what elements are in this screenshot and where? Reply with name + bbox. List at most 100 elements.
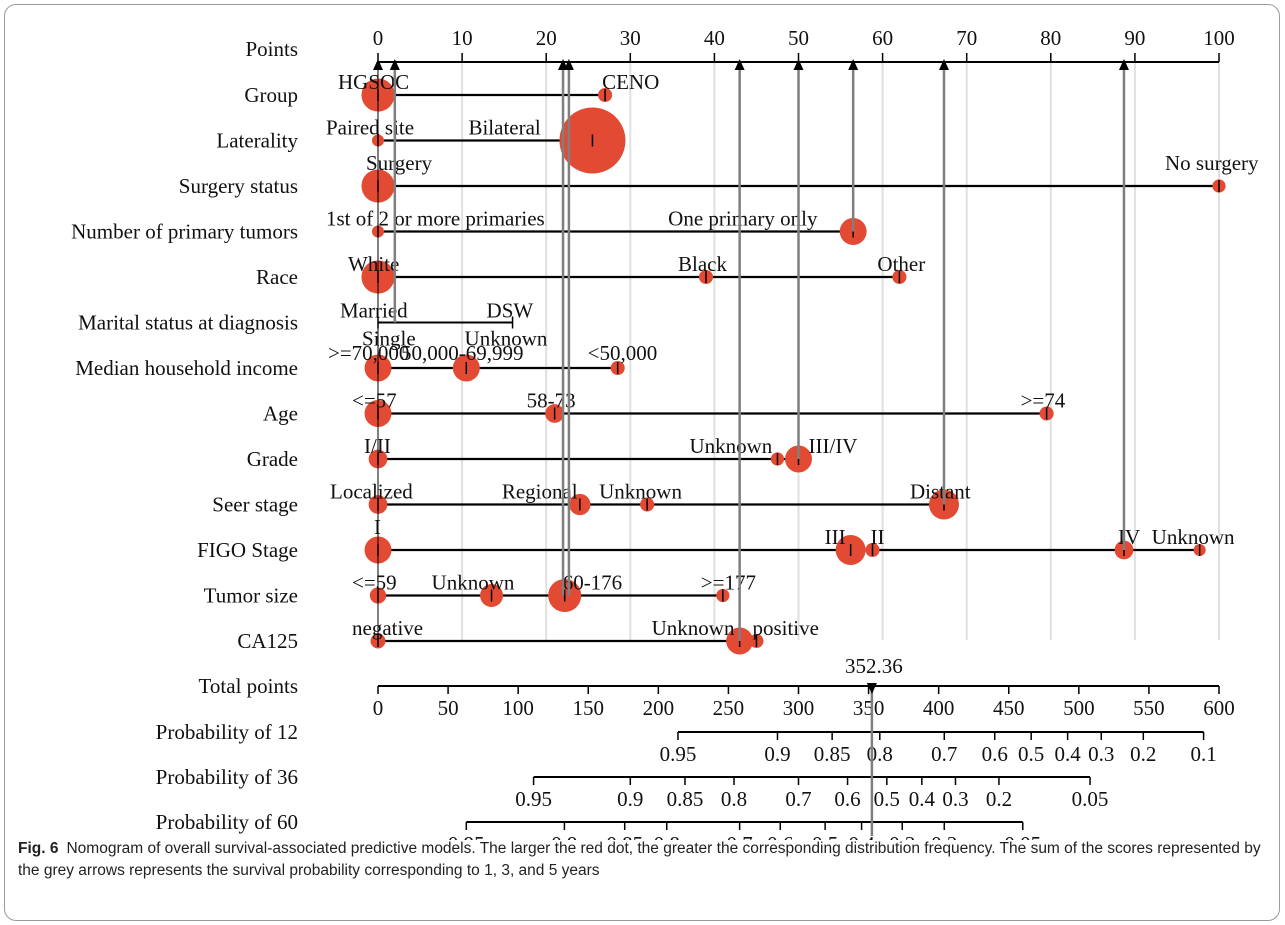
prob-tick-label: 0.5: [812, 832, 838, 840]
total-tick-label: 450: [993, 696, 1025, 720]
points-tick-label: 30: [620, 26, 641, 50]
prob-tick-label: 0.85: [814, 742, 851, 766]
prob-tick-label: 0.95: [660, 742, 697, 766]
nomogram-chart: Points 0 10 20 30 40 50 60 70 80 90 100 Group Lateral…: [71, 26, 1259, 840]
level-label-grade-unknown: Unknown: [689, 434, 772, 458]
total-tick-label: 0: [373, 696, 384, 720]
level-label-group-ceno: CENO: [602, 70, 659, 94]
prob-tick-label: 0.9: [764, 742, 790, 766]
level-label: DSW: [487, 299, 534, 323]
prob-tick-label: 0.8: [721, 787, 747, 811]
prob-tick-label: 0.6: [767, 832, 793, 840]
total-tick-label: 50: [438, 696, 459, 720]
row-label-grade: Grade: [247, 447, 298, 471]
level-label-ca125-negative: negative: [352, 616, 423, 640]
total-tick-label: 200: [643, 696, 675, 720]
total-tick-label: 250: [713, 696, 745, 720]
prob-tick-label: 0.5: [1018, 742, 1044, 766]
level-label-ca125-unknown: Unknown: [652, 616, 735, 640]
level-label-grade-i-ii: I/II: [364, 434, 391, 458]
prob-tick-label: 0.95: [448, 832, 485, 840]
level-label-age-58-73: 58-73: [527, 389, 576, 413]
score-arrowhead: [563, 59, 574, 70]
level-label-race-other: Other: [877, 252, 925, 276]
prob-tick-label: 0.05: [1004, 832, 1041, 840]
level-label-grade-iii-iv: III/IV: [809, 434, 858, 458]
prob-tick-label: 0.1: [1190, 742, 1216, 766]
score-arrowhead: [793, 59, 804, 70]
axis-label-total-points: Total points: [199, 674, 298, 698]
level-label-tumor-size-60-176: 60-176: [563, 571, 623, 595]
row-label-ca125: CA125: [237, 629, 298, 653]
level-label-age-74: >=74: [1021, 389, 1066, 413]
level-label-number-of-primary-tumors-one-primary-only: One primary only: [668, 207, 818, 231]
row-label-number-of-primary-tumors: Number of primary tumors: [71, 220, 298, 244]
total-arrowhead: [866, 683, 877, 694]
prob-tick-label: 0.8: [867, 742, 893, 766]
prob-tick-label: 0.4: [909, 787, 936, 811]
prob-tick-label: 0.6: [834, 787, 860, 811]
level-label-figo-stage-ii: II: [871, 525, 885, 549]
level-label-tumor-size-unknown: Unknown: [432, 571, 515, 595]
level-label-tumor-size-177: >=177: [701, 571, 756, 595]
prob-tick-label: 0.4: [848, 832, 875, 840]
prob-tick-label: 0.7: [931, 742, 957, 766]
prob-tick-label: 0.9: [551, 832, 577, 840]
total-tick-label: 100: [502, 696, 534, 720]
score-arrowhead: [848, 59, 859, 70]
prob-tick-label: 0.6: [982, 742, 1008, 766]
level-label-figo-stage-iv: IV: [1118, 525, 1140, 549]
total-tick-label: 550: [1133, 696, 1165, 720]
axis-label-probability-of-36: Probability of 36: [156, 765, 298, 789]
row-label-marital-status-at-diagnosis: Marital status at diagnosis: [78, 311, 298, 335]
axis-label-probability-of-12: Probability of 12: [156, 720, 298, 744]
points-tick-label: 70: [956, 26, 977, 50]
points-tick-label: 40: [704, 26, 725, 50]
prob-tick-label: 0.7: [727, 832, 753, 840]
level-label-race-black: Black: [678, 252, 727, 276]
level-label-laterality-bilateral: Bilateral: [468, 116, 540, 140]
level-label: Married: [340, 299, 408, 323]
prob-tick-label: 0.85: [606, 832, 643, 840]
level-label-surgery-status-no-surgery: No surgery: [1165, 151, 1259, 175]
prob-tick-label: 0.95: [515, 787, 552, 811]
level-label-median-household-income-70-000: >=70,000: [328, 341, 409, 365]
row-label-seer-stage: Seer stage: [212, 493, 298, 517]
total-points-value: 352.36: [845, 654, 903, 678]
level-label-laterality-paired-site: Paired site: [326, 116, 414, 140]
prob-tick-label: 0.9: [617, 787, 643, 811]
axis-label-points: Points: [245, 37, 298, 61]
caption-label: Fig. 6: [18, 840, 59, 857]
caption-text: Nomogram of overall survival-associated …: [18, 840, 1261, 880]
total-tick-label: 150: [573, 696, 605, 720]
level-label: Single: [362, 327, 416, 351]
points-tick-label: 60: [872, 26, 893, 50]
row-label-tumor-size: Tumor size: [204, 584, 298, 608]
figure-caption: Fig. 6 Nomogram of overall survival-assoc…: [0, 838, 1285, 883]
level-label-seer-stage-localized: Localized: [330, 480, 413, 504]
prob-tick-label: 0.2: [1130, 742, 1156, 766]
level-label-seer-stage-regional: Regional: [502, 480, 578, 504]
level-label-surgery-status-surgery: Surgery: [366, 151, 433, 175]
prob-tick-label: 0.2: [931, 832, 957, 840]
points-tick-label: 20: [536, 26, 557, 50]
level-label-median-household-income-50-000-69-999: 50,000-69,999: [401, 341, 524, 365]
total-tick-label: 300: [783, 696, 815, 720]
prob-tick-label: 0.3: [942, 787, 968, 811]
prob-tick-label: 0.7: [785, 787, 811, 811]
row-label-median-household-income: Median household income: [75, 356, 298, 380]
level-label-figo-stage-iii: III: [825, 525, 846, 549]
points-tick-label: 80: [1040, 26, 1061, 50]
row-label-race: Race: [256, 265, 298, 289]
level-label-seer-stage-unknown: Unknown: [599, 480, 682, 504]
level-label-ca125-positive: positive: [752, 616, 819, 640]
score-arrowhead: [373, 59, 383, 70]
row-label-figo-stage: FIGO Stage: [197, 538, 298, 562]
row-label-surgery-status: Surgery status: [179, 174, 298, 198]
level-label: Unknown: [465, 327, 548, 351]
axis-label-probability-of-60: Probability of 60: [156, 810, 298, 834]
prob-tick-label: 0.85: [667, 787, 704, 811]
total-tick-label: 400: [923, 696, 955, 720]
row-label-group: Group: [244, 83, 298, 107]
prob-tick-label: 0.8: [654, 832, 680, 840]
